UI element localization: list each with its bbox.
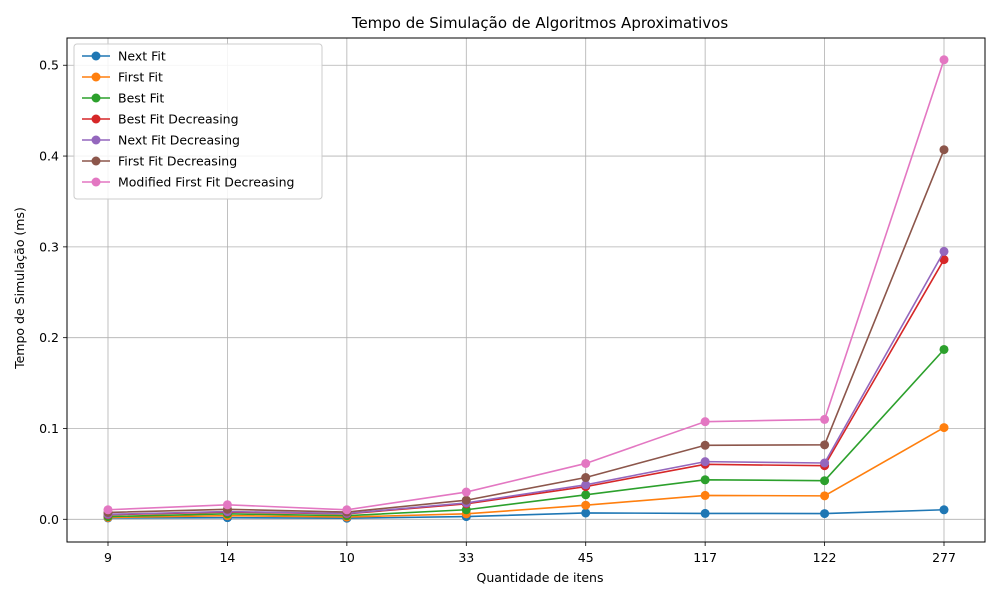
data-point [939,246,949,256]
series-line [107,149,945,514]
data-point [581,458,591,468]
y-axis-label: Tempo de Simulação (ms) [12,207,27,370]
series-line [107,348,945,518]
data-point [581,508,591,518]
legend-label: First Fit Decreasing [118,154,237,169]
data-point [461,487,471,497]
data-point [700,440,710,450]
data-point [820,491,830,501]
data-point [820,414,830,424]
data-point [820,476,830,486]
data-point [700,508,710,518]
data-point [939,344,949,354]
y-tick-label: 0.5 [39,58,59,73]
legend-label: Best Fit [118,91,164,106]
data-point [700,457,710,467]
legend-swatch-marker [91,51,101,61]
data-point [939,505,949,515]
y-tick-label: 0.1 [39,421,59,436]
legend-label: Next Fit [118,49,166,64]
x-tick-label: 277 [932,550,956,565]
legend-swatch-marker [91,156,101,166]
data-point [939,423,949,433]
axes-layer: 9 14 10 33 45 117 122 277 0.0 0.1 0.2 0.3 0.4 0.5 [39,58,956,565]
legend-label: Modified First Fit Decreasing [118,175,294,190]
series-line [107,59,945,511]
data-point [581,490,591,500]
data-point [222,500,232,510]
legend-swatch-marker [91,177,101,187]
legend-box [73,43,323,200]
y-tick-label: 0.2 [39,330,59,345]
legend-label: First Fit [118,70,163,85]
legend-swatch-marker [91,72,101,82]
legend: Next Fit First Fit Best Fit Best Fit Decrea… [73,43,323,200]
x-tick-label: 9 [104,550,112,565]
data-point [820,458,830,468]
x-tick-label: 10 [339,550,355,565]
data-point [939,145,949,155]
legend-label: Next Fit Decreasing [118,133,240,148]
series-layer [103,55,949,523]
x-tick-label: 45 [578,550,594,565]
y-tick-label: 0.4 [39,149,59,164]
data-point [461,495,471,505]
x-tick-label: 14 [219,550,235,565]
data-point [700,490,710,500]
data-point [581,500,591,510]
data-point [103,505,113,515]
data-point [939,55,949,65]
data-point [700,475,710,485]
data-point [581,473,591,483]
plot-frame [66,37,986,543]
x-axis-label: Quantidade de itens [476,570,603,585]
series-next-fit-decreasing [103,246,949,519]
x-tick-label: 117 [693,550,717,565]
data-point [820,440,830,450]
y-tick-label: 0.0 [39,512,59,527]
y-tick-label: 0.3 [39,239,59,254]
legend-swatch-marker [91,114,101,124]
series-modified-first-fit-decreasing [103,55,949,515]
x-tick-label: 122 [813,550,837,565]
legend-swatch-marker [91,135,101,145]
series-line [107,426,945,519]
series-line [107,251,945,516]
data-point [342,505,352,515]
data-point [581,480,591,490]
data-point [700,417,710,427]
data-point [939,255,949,265]
legend-swatch-marker [91,93,101,103]
chart-title: Tempo de Simulação de Algoritmos Aproxim… [351,14,729,32]
series-line [107,508,945,520]
x-tick-label: 33 [458,550,474,565]
legend-label: Best Fit Decreasing [118,112,239,127]
data-point [820,509,830,519]
